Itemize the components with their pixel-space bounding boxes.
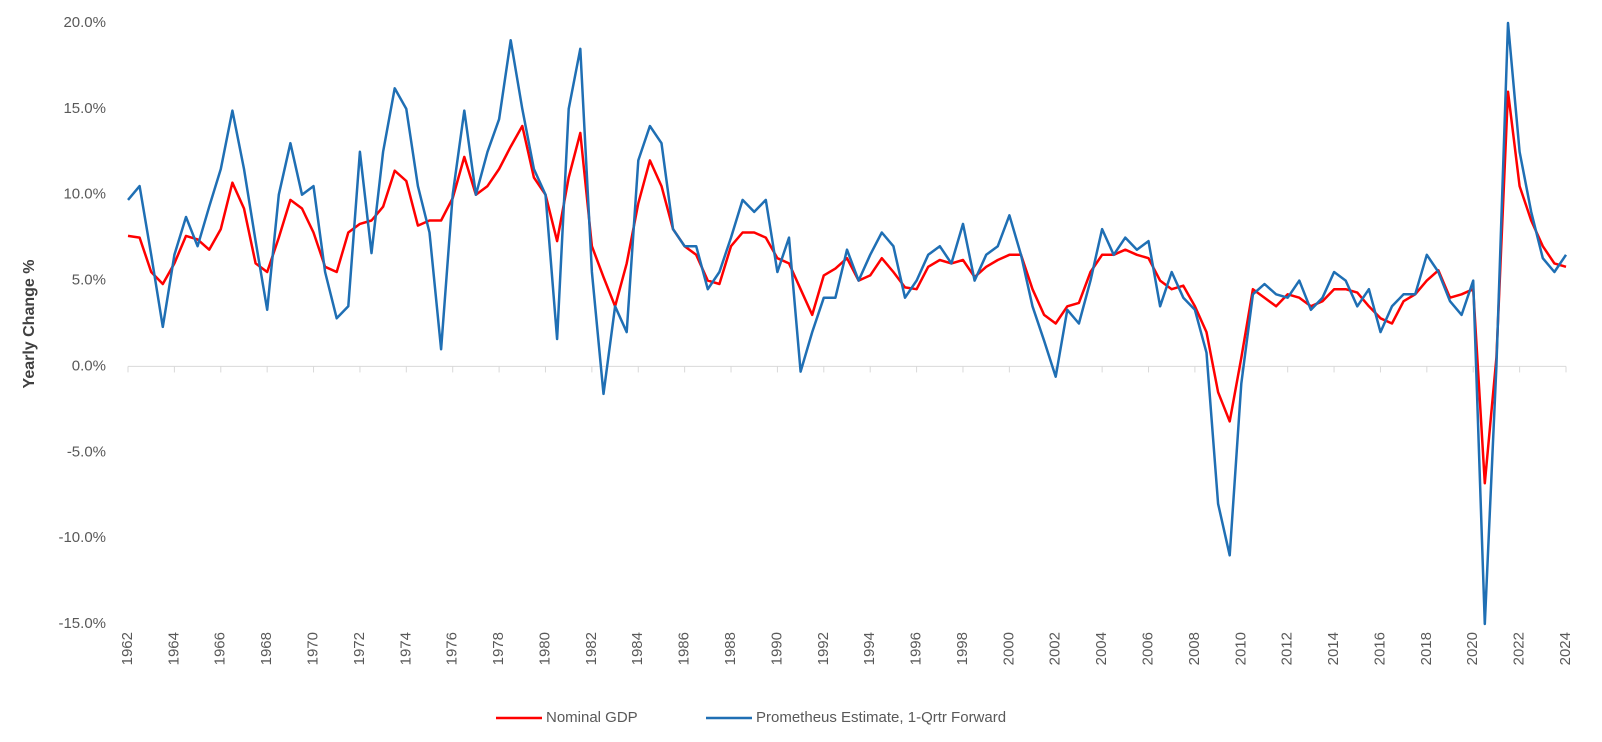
x-tick-label: 1976 [444, 632, 461, 665]
y-tick-label: 5.0% [72, 272, 106, 289]
y-tick-label: 0.0% [72, 357, 106, 374]
x-tick-label: 1996 [908, 632, 925, 665]
x-tick-label: 2020 [1464, 632, 1481, 665]
y-tick-label: 15.0% [63, 100, 106, 117]
x-tick-label: 1978 [490, 632, 507, 665]
legend-label: Prometheus Estimate, 1-Qrtr Forward [756, 709, 1006, 726]
x-tick-label: 1988 [722, 632, 739, 665]
y-tick-label: -15.0% [58, 615, 106, 632]
y-tick-label: -5.0% [67, 443, 106, 460]
y-tick-label: 20.0% [63, 14, 106, 31]
x-tick-label: 2010 [1232, 632, 1249, 665]
x-tick-label: 1962 [119, 632, 136, 665]
x-tick-label: 1972 [351, 632, 368, 665]
x-tick-label: 2016 [1371, 632, 1388, 665]
x-tick-label: 2002 [1047, 632, 1064, 665]
x-tick-label: 1966 [212, 632, 229, 665]
x-tick-label: 2024 [1557, 632, 1574, 665]
x-tick-label: 1982 [583, 632, 600, 665]
x-tick-label: 1994 [861, 632, 878, 665]
x-tick-label: 1984 [629, 632, 646, 665]
x-tick-label: 1970 [305, 632, 322, 665]
y-tick-label: -10.0% [58, 529, 106, 546]
x-tick-label: 2000 [1000, 632, 1017, 665]
x-tick-label: 2022 [1511, 632, 1528, 665]
x-tick-label: 1980 [536, 632, 553, 665]
y-tick-label: 10.0% [63, 186, 106, 203]
x-tick-label: 1986 [676, 632, 693, 665]
x-tick-label: 2014 [1325, 632, 1342, 665]
x-tick-label: 2008 [1186, 632, 1203, 665]
x-tick-label: 1990 [768, 632, 785, 665]
x-tick-label: 2004 [1093, 632, 1110, 665]
y-axis-title: Yearly Change % [21, 260, 38, 389]
series-line [127, 21, 1568, 626]
x-tick-label: 1964 [165, 632, 182, 665]
x-tick-label: 1974 [397, 632, 414, 665]
x-tick-label: 2006 [1139, 632, 1156, 665]
legend-label: Nominal GDP [546, 709, 638, 726]
x-tick-label: 2018 [1418, 632, 1435, 665]
x-tick-label: 1968 [258, 632, 275, 665]
x-tick-label: 1992 [815, 632, 832, 665]
x-tick-label: 1998 [954, 632, 971, 665]
x-tick-label: 2012 [1279, 632, 1296, 665]
series-line [127, 90, 1567, 485]
